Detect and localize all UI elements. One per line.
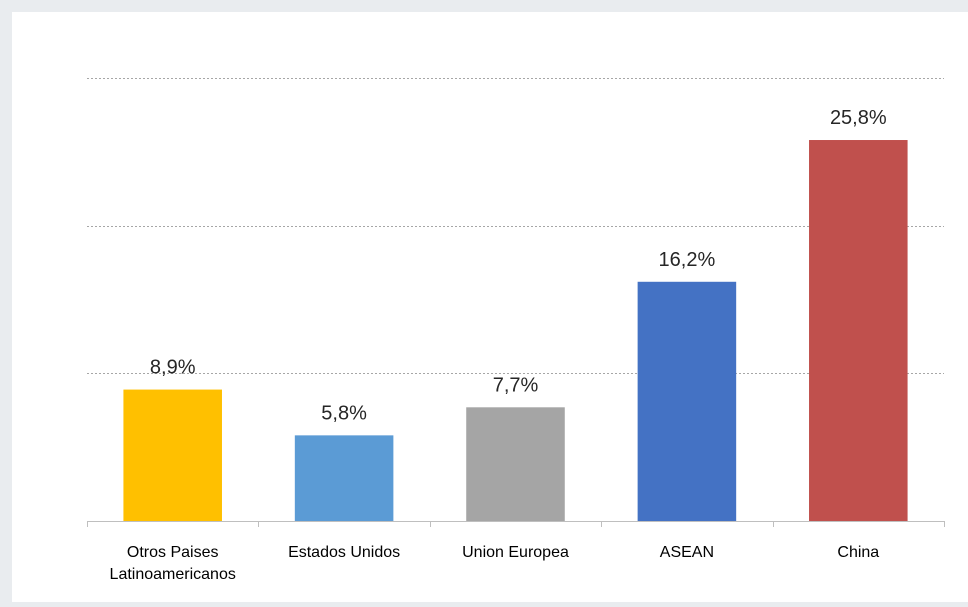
- bar: [637, 281, 737, 521]
- bar: [466, 407, 565, 521]
- data-label: 25,8%: [830, 107, 887, 129]
- data-label: 7,7%: [493, 374, 539, 396]
- data-labels: 8,9% 5,8% 7,7% 16,2% 25,8%: [150, 107, 887, 424]
- x-tick-label: Union Europea: [462, 544, 569, 561]
- data-label: 16,2%: [659, 249, 716, 271]
- chart-card: 8,9% 5,8% 7,7% 16,2% 25,8% Otros Paises Latin…: [12, 12, 968, 602]
- x-tick-label: Latinoamericanos: [110, 566, 236, 583]
- x-tick-label: ASEAN: [660, 544, 714, 561]
- bar: [809, 140, 908, 521]
- bar: [123, 389, 222, 521]
- data-label: 8,9%: [150, 357, 196, 379]
- data-label: 5,8%: [321, 402, 367, 424]
- x-tick-label: Estados Unidos: [288, 544, 400, 561]
- bars: [123, 140, 908, 521]
- bar: [294, 435, 394, 521]
- bar-chart: 8,9% 5,8% 7,7% 16,2% 25,8% Otros Paises Latin…: [87, 78, 945, 583]
- gridlines: [87, 78, 944, 374]
- x-tick-label: Otros Paises: [127, 544, 219, 561]
- x-axis: Otros Paises Latinoamericanos Estados Unid…: [87, 521, 945, 583]
- x-tick-label: China: [837, 544, 879, 561]
